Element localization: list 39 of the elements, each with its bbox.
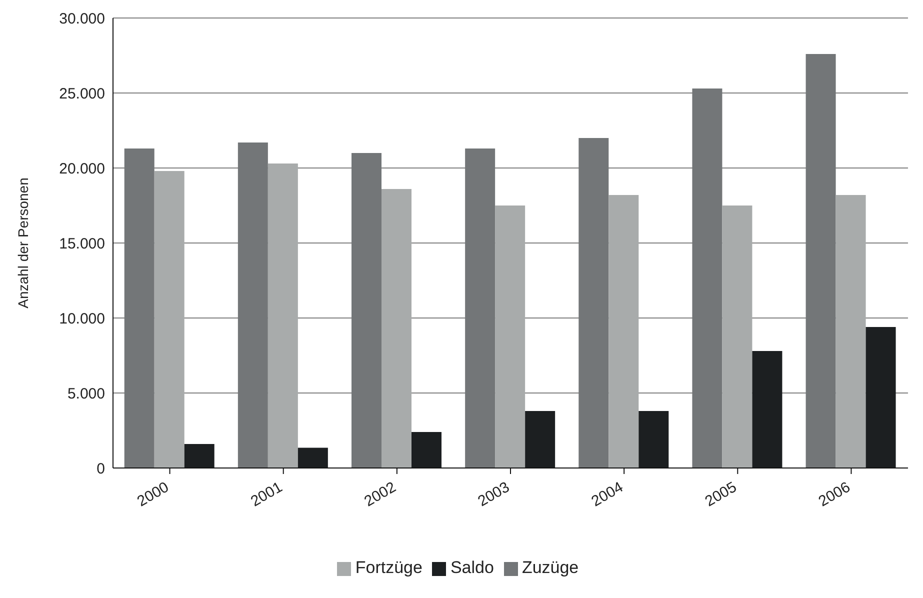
x-tick-label: 2002 [362, 478, 399, 510]
bar [465, 148, 496, 468]
bar [836, 195, 866, 468]
bar [525, 411, 556, 468]
bar [268, 164, 298, 468]
bar [866, 327, 896, 468]
bar [124, 148, 154, 468]
y-axis-title: Anzahl der Personen [14, 178, 31, 308]
x-tick-label: 2006 [816, 478, 854, 510]
y-tick-label: 10.000 [59, 310, 105, 328]
bar [412, 432, 442, 468]
bar [806, 54, 836, 468]
y-tick-label: 25.000 [59, 85, 105, 102]
bar [298, 448, 328, 468]
legend-label: Zuzüge [522, 558, 579, 577]
bar [154, 171, 184, 468]
y-tick-label: 20.000 [59, 160, 105, 178]
bar [352, 153, 382, 468]
y-tick-label: 0 [96, 460, 105, 478]
bar [495, 206, 526, 468]
bar [578, 138, 609, 468]
x-tick-label: 2003 [475, 478, 512, 510]
x-tick-label: 2004 [588, 478, 626, 510]
x-tick-label: 2001 [248, 478, 286, 510]
y-tick-label: 5.000 [67, 385, 105, 402]
bar [692, 88, 722, 468]
bar [238, 142, 268, 468]
bar [722, 206, 752, 468]
bar [608, 195, 639, 468]
bar [382, 189, 412, 468]
x-tick-label: 2005 [702, 478, 740, 510]
bar [752, 351, 782, 468]
bar [638, 411, 669, 468]
y-tick-label: 30.000 [59, 10, 105, 28]
bar [184, 444, 214, 468]
legend-label: Saldo [450, 558, 494, 577]
y-tick-label: 15.000 [59, 235, 105, 252]
legend-label: Fortzüge [355, 558, 422, 577]
x-tick-label: 2000 [134, 478, 172, 510]
